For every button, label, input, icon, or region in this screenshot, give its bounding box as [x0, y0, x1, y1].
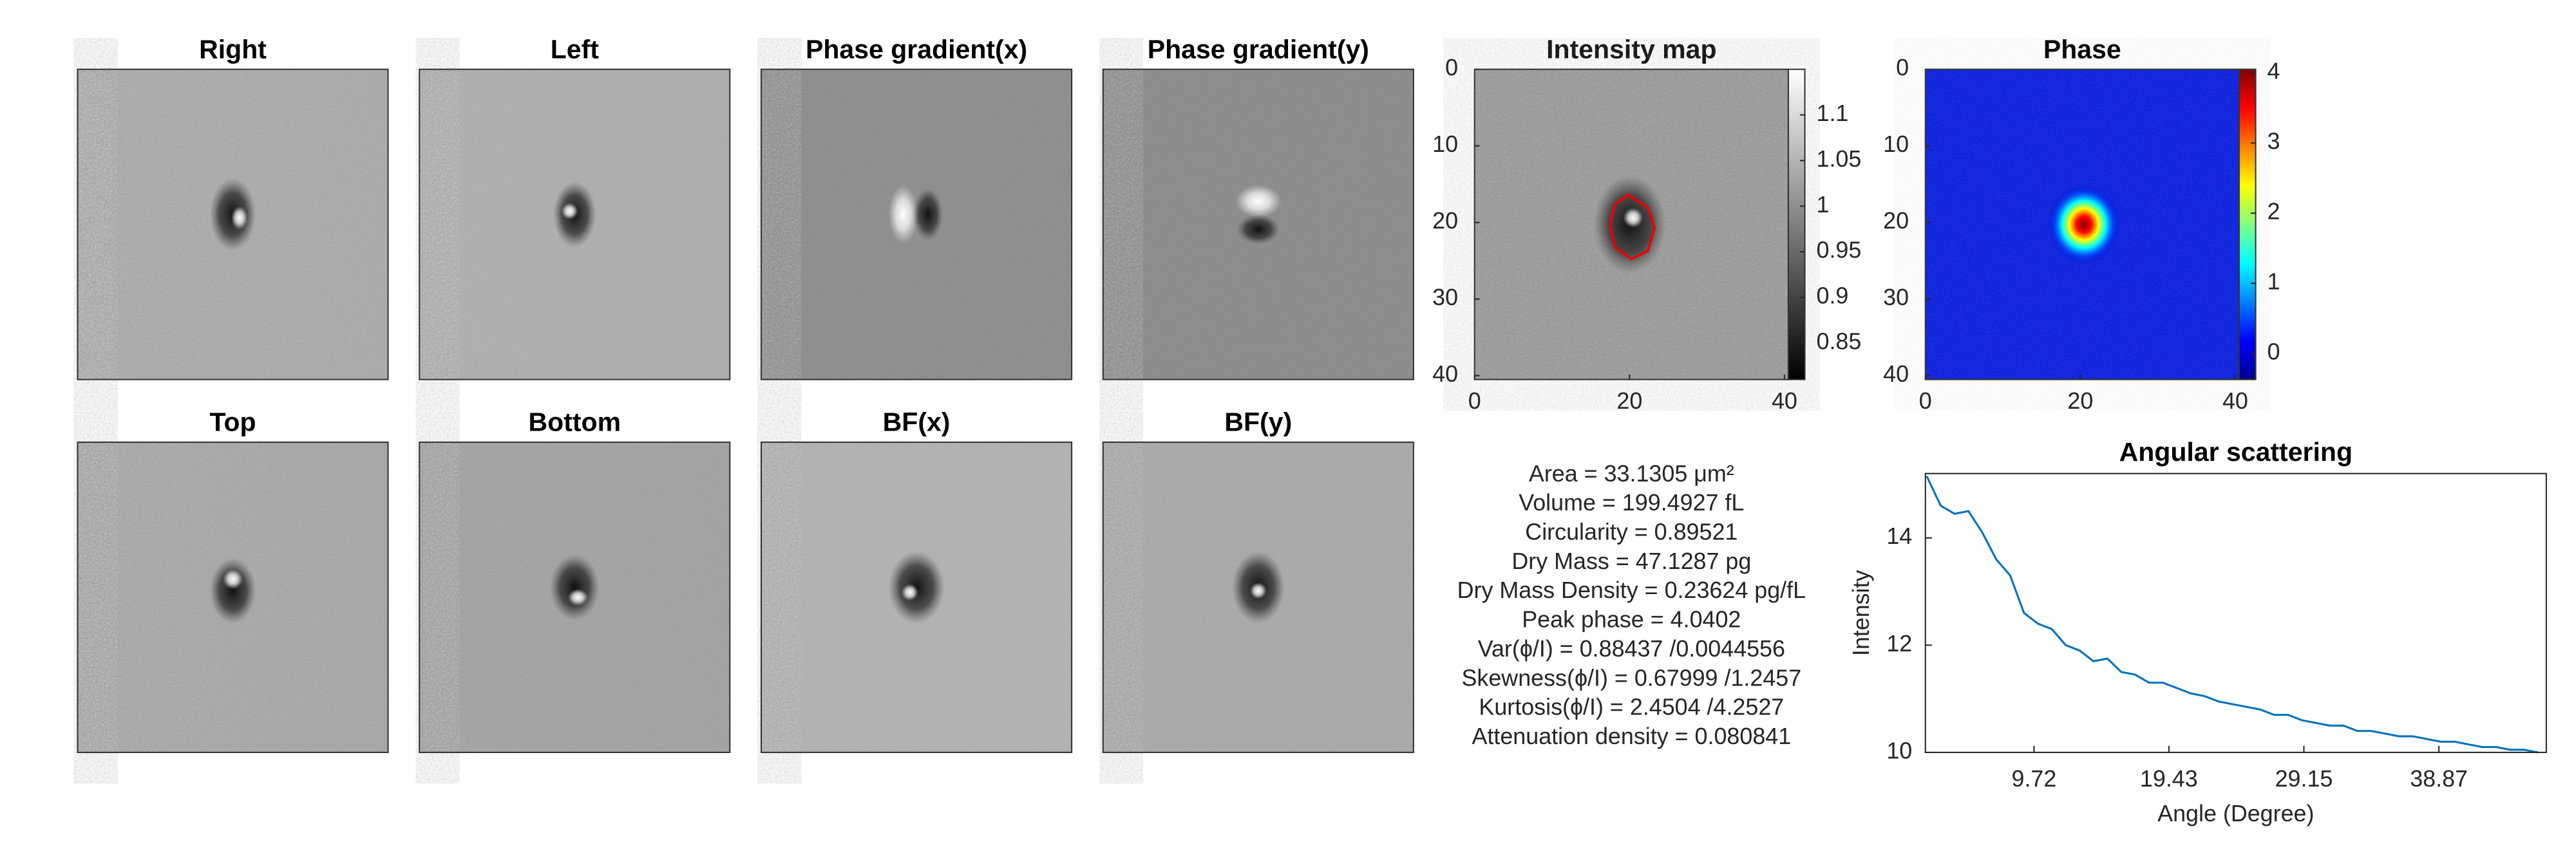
colorbar-tick-label: 0.95 [1817, 238, 1862, 263]
panel-noise-edge [419, 442, 456, 752]
colorbar [1787, 68, 1806, 380]
y-tick-label: 20 [1432, 208, 1458, 234]
colorbar-tick-label: 4 [2268, 59, 2280, 84]
measurement: Var(ϕ/I) = 0.88437 /0.0044556 [1478, 636, 1785, 662]
colorbar-tick-label: 1.1 [1817, 100, 1849, 126]
panel-title: Bottom [529, 407, 621, 437]
cell-contour [1609, 193, 1656, 261]
measurement: Circularity = 0.89521 [1525, 519, 1738, 545]
cell-blob [561, 203, 578, 219]
cell-blob [1250, 582, 1267, 599]
panel-noise-edge [1103, 442, 1140, 752]
measurement: Peak phase = 4.0402 [1522, 607, 1741, 633]
measurement: Skewness(ϕ/I) = 0.67999 /1.2457 [1461, 665, 1801, 691]
x-tick-label: 40 [1772, 388, 1797, 414]
panel-title: Phase gradient(y) [1148, 34, 1369, 64]
x-tick-label: 38.87 [2410, 766, 2468, 792]
colorbar-tick-label: 1 [1817, 192, 1830, 218]
colorbar-tick-label: 1 [2268, 269, 2280, 295]
cell-blob [549, 554, 600, 620]
x-tick-label: 29.15 [2275, 766, 2333, 792]
panel-noise-edge [419, 69, 456, 380]
panel-frame [761, 441, 1073, 753]
x-tick-label: 20 [1616, 388, 1642, 414]
panel-title: BF(x) [883, 407, 951, 437]
y-tick-label: 14 [1886, 523, 1912, 549]
panel-noise-edge [77, 442, 114, 752]
cell-blob [223, 569, 243, 590]
x-tick-label: 9.72 [2011, 766, 2056, 792]
y-tick-label: 30 [1883, 284, 1909, 310]
panel-noise-edge [761, 442, 798, 752]
cell-spot [1623, 207, 1643, 228]
y-tick-label: 10 [1432, 131, 1458, 157]
y-tick-label: 10 [1886, 738, 1912, 763]
y-tick-label: 0 [1445, 55, 1458, 80]
measurement: Area = 33.1305 μm² [1529, 461, 1734, 487]
colorbar-tick-label: 0.9 [1817, 283, 1849, 309]
panel-noise-edge [761, 69, 798, 380]
x-tick-label: 0 [1919, 388, 1932, 414]
cell-blob [209, 557, 256, 624]
line-series [1926, 476, 2539, 754]
colorbar-tick-label: 1.05 [1817, 146, 1862, 172]
cell-blob [1236, 214, 1280, 245]
cell-blob [913, 188, 943, 241]
panel-noise-edge [77, 69, 114, 380]
x-tick-label: 40 [2222, 388, 2248, 414]
cell-blob [1235, 185, 1282, 218]
y-tick-label: 10 [1883, 131, 1909, 157]
measurement: Attenuation density = 0.080841 [1472, 723, 1791, 749]
colorbar-tick-label: 0 [2268, 339, 2280, 365]
panel-title: Right [199, 34, 267, 64]
measurement: Volume = 199.4927 fL [1519, 490, 1744, 516]
y-tick-label: 12 [1886, 631, 1912, 657]
y-tick-label: 40 [1883, 361, 1909, 387]
colorbar-tick-label: 3 [2268, 129, 2280, 154]
cell-blob [902, 584, 918, 601]
x-tick-label: 20 [2067, 388, 2093, 414]
plot-frame [1924, 472, 2547, 753]
measurement: Kurtosis(ϕ/I) = 2.4504 /4.2527 [1479, 695, 1784, 720]
x-tick-label: 19.43 [2140, 766, 2198, 792]
panel-title: BF(y) [1224, 407, 1292, 437]
chart-title: Angular scattering [2119, 437, 2353, 467]
map-title: Phase [2043, 34, 2121, 64]
panel-frame [1102, 68, 1414, 380]
cell-blob [888, 185, 918, 245]
content: Right Left Phase gradient(x) Phase gradient… [77, 34, 2547, 826]
cell-blob [231, 206, 248, 230]
panel-frame [1102, 441, 1414, 753]
panel-title: Phase gradient(x) [806, 34, 1027, 64]
measurement: Dry Mass Density = 0.23624 pg/fL [1457, 577, 1806, 603]
x-tick-label: 0 [1468, 388, 1481, 414]
colorbar-tick-label: 0.85 [1817, 328, 1862, 354]
y-tick-label: 30 [1432, 284, 1458, 310]
y-tick-label: 20 [1883, 208, 1909, 234]
x-axis-label: Angle (Degree) [2157, 801, 2314, 826]
cell-blob [568, 589, 588, 606]
y-tick-label: 40 [1432, 361, 1458, 387]
panel-frame [419, 68, 731, 380]
y-axis-label: Intensity [1848, 570, 1874, 656]
panel-frame [761, 68, 1073, 380]
cell-phase [2047, 185, 2121, 265]
measurement: Dry Mass = 47.1287 pg [1511, 548, 1751, 574]
panel-frame [77, 441, 389, 753]
y-tick-label: 0 [1896, 55, 1909, 80]
panel-frame [77, 68, 389, 380]
map-title: Intensity map [1546, 34, 1716, 64]
colorbar-tick-label: 2 [2268, 199, 2280, 225]
colorbar [2238, 68, 2257, 380]
panel-title: Left [551, 34, 600, 64]
panel-noise-edge [1103, 69, 1140, 380]
panel-frame [419, 441, 731, 753]
panel-title: Top [209, 407, 256, 437]
